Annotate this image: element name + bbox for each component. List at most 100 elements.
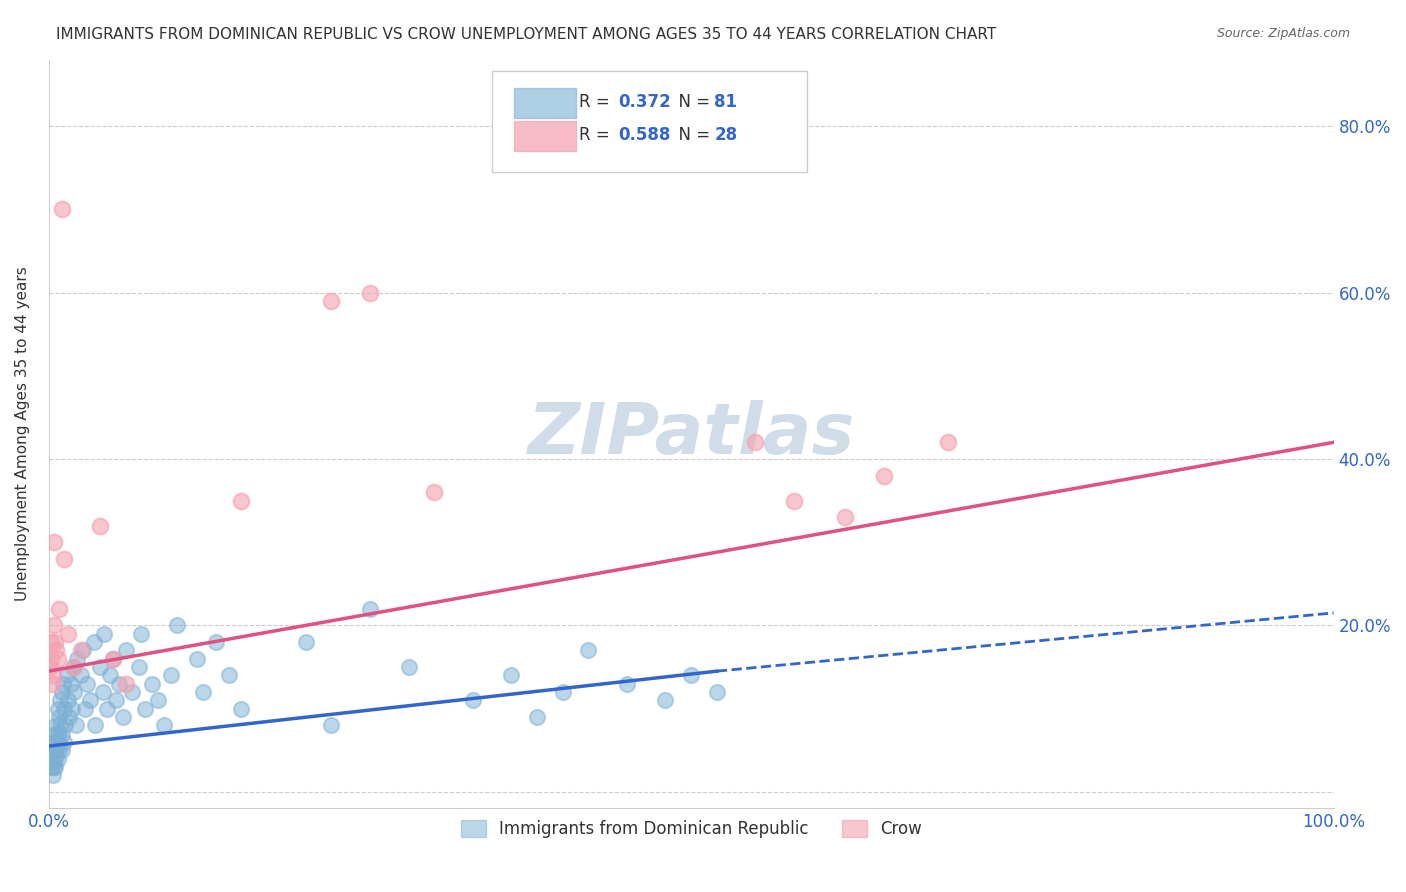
Point (42, 535, 65, 549)
Point (51, 743, 73, 757)
Point (115, 643, 138, 657)
Point (73, 701, 96, 715)
Point (89, 518, 111, 533)
Point (62, 660, 84, 674)
Point (44, 635, 66, 649)
Point (141, 676, 163, 690)
Point (48, 735, 70, 749)
Point (56, 693, 79, 707)
Point (218, 668, 240, 682)
Point (45, 743, 67, 757)
Point (48, 743, 70, 757)
Point (461, 693, 484, 707)
FancyBboxPatch shape (492, 70, 807, 172)
Point (41, 635, 63, 649)
Point (55, 718, 77, 732)
Point (42, 760, 65, 774)
Point (46, 726, 69, 740)
Point (53, 551, 76, 566)
Point (44, 760, 66, 774)
Point (51, 726, 73, 740)
Point (44, 751, 66, 765)
Point (41, 651, 63, 665)
Point (231, 493, 253, 508)
Point (48, 601, 70, 615)
Point (231, 701, 253, 715)
Point (48, 710, 70, 724)
Text: 81: 81 (714, 94, 737, 112)
Point (93, 626, 115, 640)
Y-axis label: Unemployment Among Ages 35 to 44 years: Unemployment Among Ages 35 to 44 years (15, 267, 30, 601)
Point (834, 510, 856, 524)
Point (551, 685, 574, 699)
Text: 0.372: 0.372 (619, 94, 671, 112)
Point (104, 693, 127, 707)
Point (204, 635, 226, 649)
Point (59, 676, 82, 690)
Point (423, 485, 446, 500)
Point (70, 668, 93, 682)
Text: 0.588: 0.588 (619, 127, 671, 145)
Point (44, 726, 66, 740)
Point (41, 676, 63, 690)
Point (66, 651, 89, 665)
Point (294, 635, 316, 649)
Point (45, 643, 67, 657)
Point (108, 676, 131, 690)
Point (79, 693, 101, 707)
Point (873, 468, 896, 483)
Point (576, 643, 599, 657)
Point (115, 676, 138, 690)
Point (46, 751, 69, 765)
Point (191, 685, 214, 699)
Point (51, 685, 73, 699)
Point (398, 660, 420, 674)
Point (63, 685, 86, 699)
Point (51, 202, 73, 217)
Point (359, 601, 381, 615)
Point (129, 626, 152, 640)
Point (146, 693, 169, 707)
Point (706, 685, 728, 699)
Point (83, 635, 105, 649)
Point (53, 735, 76, 749)
Point (186, 651, 208, 665)
Point (89, 660, 111, 674)
Point (42, 618, 65, 632)
Point (101, 651, 124, 665)
Point (616, 676, 638, 690)
Point (46, 701, 69, 715)
Point (44, 743, 66, 757)
Point (96, 701, 118, 715)
Point (41, 768, 63, 782)
Point (166, 618, 188, 632)
Point (84, 718, 107, 732)
Point (41, 743, 63, 757)
FancyBboxPatch shape (513, 121, 575, 151)
Point (91, 685, 114, 699)
Point (321, 293, 343, 308)
Point (72, 643, 94, 657)
Point (121, 685, 143, 699)
Point (52, 676, 75, 690)
Point (134, 701, 156, 715)
Point (76, 676, 98, 690)
Point (39, 660, 62, 674)
Point (159, 668, 181, 682)
Text: IMMIGRANTS FROM DOMINICAN REPUBLIC VS CROW UNEMPLOYMENT AMONG AGES 35 TO 44 YEAR: IMMIGRANTS FROM DOMINICAN REPUBLIC VS CR… (56, 27, 997, 42)
Point (65, 718, 87, 732)
Point (70, 643, 93, 657)
Point (526, 710, 548, 724)
Point (58, 710, 80, 724)
Point (45, 718, 67, 732)
Text: 28: 28 (714, 127, 738, 145)
Text: R =: R = (579, 127, 616, 145)
Point (41, 668, 63, 682)
Point (101, 651, 124, 665)
Text: N =: N = (668, 94, 716, 112)
Text: R =: R = (579, 94, 616, 112)
Point (49, 718, 72, 732)
Point (45, 735, 67, 749)
Point (46, 651, 69, 665)
Point (55, 668, 77, 682)
